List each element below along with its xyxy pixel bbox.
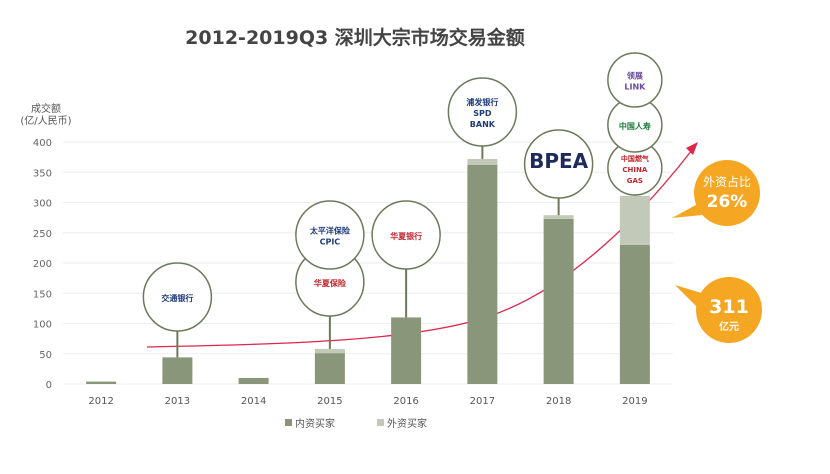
y-axis-label-1: 成交额 (31, 102, 61, 115)
logo-text: BPEA (529, 149, 589, 173)
logo-circle (447, 77, 518, 147)
buyer-logo: 浦发银行 SPD BANK (447, 77, 518, 147)
foreign-share-label: 外资占比 (703, 174, 751, 189)
y-tick-label: 0 (46, 380, 52, 391)
buyer-logo: 交通银行 (142, 262, 213, 332)
trend-arrowhead (686, 142, 698, 155)
logo-text: 华夏银行 (390, 231, 422, 241)
y-tick-label: 300 (33, 199, 52, 210)
y-tick-label: 150 (33, 289, 52, 300)
bar-domestic-2019 (619, 244, 650, 384)
legend-label: 内资买家 (295, 417, 335, 430)
buyer-logo: 太平洋保险 CPIC (295, 200, 365, 270)
x-tick-label: 2018 (546, 396, 571, 407)
logo-text: 中国燃气 (621, 154, 649, 163)
buyer-logo: 华夏银行 (371, 200, 441, 270)
y-tick-label: 250 (33, 229, 52, 240)
bar-domestic-2018 (543, 218, 574, 384)
bar-domestic-2015 (314, 353, 345, 384)
bar-foreign-2018 (543, 215, 574, 219)
foreign-share-bubble (694, 160, 760, 226)
x-tick-label: 2015 (317, 396, 342, 407)
bar-domestic-2013 (162, 357, 193, 384)
x-tick-label: 2012 (88, 396, 113, 407)
total-unit: 亿元 (719, 320, 739, 333)
logo-circle (142, 262, 213, 332)
bar-foreign-2019 (619, 195, 650, 245)
y-axis-label-2: (亿/人民币) (20, 114, 71, 127)
x-tick-label: 2016 (393, 396, 418, 407)
x-tick-label: 2013 (165, 396, 190, 407)
bar-domestic-2017 (467, 164, 498, 384)
y-tick-label: 350 (33, 168, 52, 179)
bar-foreign-2015 (314, 348, 345, 354)
logo-text: LINK (624, 83, 646, 92)
y-tick-label: 200 (33, 259, 52, 270)
bar-domestic-2016 (391, 317, 422, 384)
x-tick-label: 2019 (622, 396, 647, 407)
bar-domestic-2014 (238, 377, 269, 384)
y-tick-label: 100 (33, 320, 52, 331)
total-bubble (696, 277, 762, 343)
legend-swatch (285, 419, 292, 426)
legend-label: 外资买家 (387, 417, 427, 430)
logo-text: 交通银行 (161, 293, 193, 303)
buyer-logo: BPEA (523, 129, 594, 199)
chart-title: 2012-2019Q3 深圳大宗市场交易金额 (185, 26, 525, 49)
logo-circle (607, 52, 663, 108)
logo-text: CHINA (622, 166, 647, 174)
logo-text: 太平洋保险 (309, 226, 351, 236)
logo-text: 华夏保险 (314, 278, 347, 288)
logo-text: GAS (627, 177, 643, 185)
logo-text: 领展 (627, 71, 643, 81)
x-tick-label: 2017 (470, 396, 495, 407)
bar-foreign-2017 (467, 158, 498, 165)
logo-circle (371, 200, 441, 270)
bar-domestic-2012 (86, 381, 117, 384)
logo-circle (295, 200, 365, 270)
legend-swatch (377, 419, 384, 426)
logo-text: 浦发银行 (466, 97, 498, 107)
foreign-share-value: 26% (707, 192, 748, 212)
logo-text: CPIC (320, 238, 341, 247)
total-value: 311 (709, 296, 749, 318)
logo-circle (523, 129, 594, 199)
x-tick-label: 2014 (241, 396, 266, 407)
buyer-logo: 领展 LINK (607, 52, 663, 108)
y-tick-label: 50 (39, 350, 52, 361)
logo-text: 中国人寿 (619, 121, 651, 131)
logo-text: BANK (470, 120, 496, 129)
logo-text: SPD (473, 109, 492, 118)
buyer-logo: 中国燃气 CHINA GAS (607, 140, 663, 196)
y-tick-label: 400 (33, 138, 52, 149)
